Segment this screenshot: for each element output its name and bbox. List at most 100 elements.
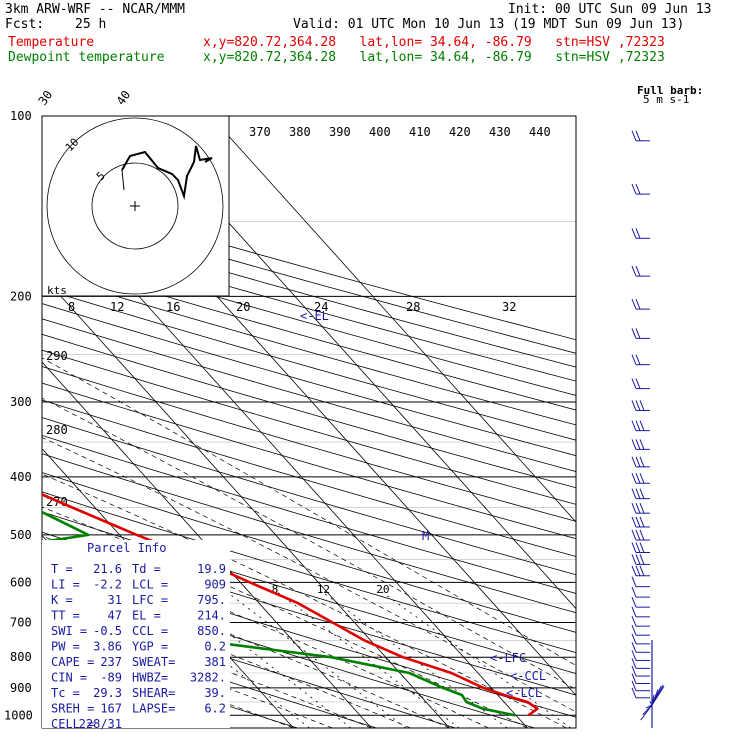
wind-barb-flag	[631, 516, 637, 528]
parcel-info-cell: 214.	[197, 609, 226, 623]
wind-barb-flag	[631, 658, 637, 669]
hodograph-units: kts	[47, 284, 67, 297]
wind-barb-flag	[631, 596, 637, 608]
wind-barb-flag	[635, 298, 641, 310]
wind-barb-flag	[639, 488, 645, 499]
dry-adiabat-line	[42, 620, 377, 728]
pressure-tick-label: 300	[10, 395, 32, 409]
hodograph-tail	[121, 169, 125, 191]
parcel-info-cell: 795.	[197, 593, 226, 607]
wind-barb-flag	[639, 420, 645, 431]
wind-barb-flag	[631, 130, 637, 141]
barb-legend-scale: 5 m s-1	[643, 93, 689, 106]
parcel-info-cell: 167	[100, 702, 122, 716]
mixing-ratio-line	[225, 590, 407, 728]
pressure-tick-label: 1000	[4, 708, 33, 722]
lfc-marker: <-LFC	[490, 651, 526, 665]
parcel-info-cell: -2.2	[93, 578, 122, 592]
temperature-legend: Temperature	[8, 35, 95, 50]
parcel-info-panel	[42, 540, 230, 728]
parcel-info-cell: 0.2	[204, 640, 226, 654]
parcel-info-rows: T = 21.6 Td = 19.9 LI = -2.2 LCL = 909 K = 31 LFC …	[51, 562, 226, 731]
parcel-info-cell: 47	[108, 609, 122, 623]
parcel-info-cell: 3.86	[93, 640, 122, 654]
parcel-info-cell: CELL =	[51, 717, 94, 731]
wind-barb-flag	[635, 265, 641, 277]
pressure-tick-label: 800	[10, 650, 32, 664]
theta-label: 380	[289, 125, 311, 139]
dry-adiabat-line	[42, 231, 576, 382]
parcel-info-cell: LI =	[51, 578, 80, 592]
pressure-tick-label: 600	[10, 575, 32, 589]
dry-adiabat-line	[42, 417, 576, 576]
wind-barb-flag	[635, 516, 641, 528]
dry-adiabat-line	[42, 245, 576, 396]
wind-barb-flag	[635, 400, 641, 411]
wind-barb-flag	[635, 565, 641, 576]
theta-left-label: 290	[46, 349, 68, 363]
parcel-info-cell: -0.5	[93, 624, 122, 638]
theta-label: 400	[369, 125, 391, 139]
parcel-info-cell: Td =	[132, 562, 161, 576]
parcel-info-cell: T =	[51, 562, 73, 576]
wind-barb-flag	[635, 542, 641, 553]
forecast-hours: 25 h	[75, 17, 107, 32]
wind-barb-flag	[635, 529, 641, 541]
parcel-info-cell: SWEAT=	[132, 655, 175, 669]
wind-barb-flag	[631, 298, 637, 310]
wind-barb-flag	[631, 265, 637, 277]
wind-barb-flag	[631, 650, 637, 661]
theta-label: 420	[449, 125, 471, 139]
parcel-info-cell: SREH =	[51, 702, 94, 716]
wind-barb-flag	[631, 439, 637, 450]
dry-adiabat-line	[42, 288, 576, 441]
isotherm-line	[42, 361, 372, 728]
theta-left-label: 280	[46, 423, 68, 437]
dry-adiabat-line	[42, 259, 576, 411]
wind-barbs	[631, 130, 665, 728]
dry-adiabat-line	[42, 491, 576, 654]
parcel-info-cell: 21.6	[93, 562, 122, 576]
wind-barb-flag	[631, 624, 637, 636]
dry-adiabat-line	[42, 453, 576, 614]
hodograph: 5 10 kts	[41, 115, 230, 297]
model-title: 3km ARW-WRF -- NCAR/MMM	[5, 2, 186, 17]
plot-frame	[41, 115, 577, 729]
parcel-info-title: Parcel Info	[87, 541, 166, 555]
parcel-info-cell: LFC =	[132, 593, 168, 607]
parcel-info-cell: TT =	[51, 609, 80, 623]
theta-e-label: 12	[110, 300, 124, 314]
parcel-info-cell: CAPE =	[51, 655, 94, 669]
ccl-marker: <-CCL	[510, 669, 546, 683]
hodograph-ring-outer	[46, 117, 224, 295]
wind-barb-flag	[631, 456, 637, 468]
wind-barb-flag	[631, 642, 637, 653]
wind-barb-flag	[631, 420, 637, 431]
hodograph-ring-inner	[91, 162, 179, 250]
wind-barb-flag	[631, 665, 637, 677]
wind-barb-flag	[639, 516, 645, 528]
wind-barb-flag	[631, 328, 637, 339]
wind-barb-flag	[631, 542, 637, 553]
forecast-label: Fcst:	[5, 17, 45, 32]
wind-barb-flag	[639, 554, 645, 565]
wind-barb-flag	[631, 554, 637, 565]
wind-barb-flag	[631, 228, 637, 239]
wind-barb-flag	[631, 473, 637, 484]
wind-barb-flag	[631, 586, 637, 598]
wind-barb-flag	[635, 420, 641, 431]
wind-barb-flag	[635, 354, 641, 365]
theta-e-label: 8	[68, 300, 75, 314]
wind-barb-flag	[639, 542, 645, 553]
dry-adiabat-line	[42, 218, 576, 368]
parcel-mark: M	[422, 529, 429, 543]
temperature-location: x,y=820.72,364.28 lat,lon= 34.64, -86.79…	[203, 35, 665, 50]
wind-barb-flag	[631, 529, 637, 541]
parcel-info-cell: 909	[204, 578, 226, 592]
wind-barb-flag	[631, 354, 637, 365]
wind-barb-flag	[631, 565, 637, 576]
wind-barb-flag	[639, 503, 645, 514]
parcel-info-cell: EL =	[132, 609, 161, 623]
wind-barb-flag	[639, 400, 645, 411]
mixing-ratio-label: 12	[317, 583, 330, 596]
